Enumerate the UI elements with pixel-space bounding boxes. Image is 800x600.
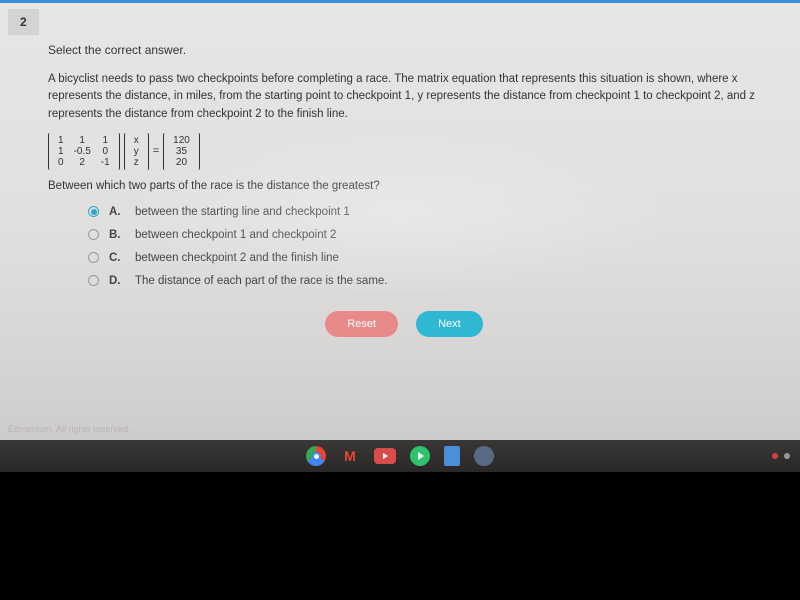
prompt-text: Select the correct answer.	[48, 43, 760, 57]
sub-question: Between which two parts of the race is t…	[48, 180, 760, 192]
answer-option[interactable]: B. between checkpoint 1 and checkpoint 2	[88, 229, 760, 241]
docs-icon[interactable]	[444, 446, 460, 466]
chat-icon[interactable]	[474, 446, 494, 466]
option-label: B.	[109, 229, 125, 241]
radio-icon[interactable]	[88, 275, 99, 286]
play-icon[interactable]	[410, 446, 430, 466]
answer-option[interactable]: C. between checkpoint 2 and the finish li…	[88, 252, 760, 264]
equals-sign: =	[153, 145, 159, 157]
option-text: between checkpoint 2 and the finish line	[135, 252, 339, 264]
question-body: A bicyclist needs to pass two checkpoint…	[48, 71, 760, 123]
option-text: The distance of each part of the race is…	[135, 275, 388, 287]
radio-icon[interactable]	[88, 229, 99, 240]
taskbar-right	[772, 453, 790, 459]
radio-icon[interactable]	[88, 252, 99, 263]
answer-option[interactable]: A. between the starting line and checkpoi…	[88, 206, 760, 218]
matrix-a: 1111-0.5002-1	[48, 133, 120, 170]
gmail-icon[interactable]: M	[340, 446, 360, 466]
status-dot	[772, 453, 778, 459]
radio-icon[interactable]	[88, 206, 99, 217]
taskbar: M	[0, 440, 800, 472]
option-label: A.	[109, 206, 125, 218]
reset-button[interactable]: Reset	[325, 311, 398, 337]
question-number: 2	[8, 9, 39, 35]
option-text: between the starting line and checkpoint…	[135, 206, 350, 218]
next-button[interactable]: Next	[416, 311, 483, 337]
footer-copyright: Edmentum. All rights reserved.	[8, 424, 131, 434]
option-text: between checkpoint 1 and checkpoint 2	[135, 229, 336, 241]
action-buttons: Reset Next	[48, 311, 760, 337]
youtube-icon[interactable]	[374, 448, 396, 464]
quiz-screen: 2 Select the correct answer. A bicyclist…	[0, 0, 800, 440]
matrix-vars: xyz	[124, 133, 149, 170]
matrix-equation: 1111-0.5002-1 xyz = 1203520	[48, 133, 760, 170]
answer-options: A. between the starting line and checkpoi…	[88, 206, 760, 287]
question-content: Select the correct answer. A bicyclist n…	[0, 3, 800, 337]
status-dot	[784, 453, 790, 459]
option-label: D.	[109, 275, 125, 287]
chrome-icon[interactable]	[306, 446, 326, 466]
option-label: C.	[109, 252, 125, 264]
matrix-b: 1203520	[163, 133, 200, 170]
answer-option[interactable]: D. The distance of each part of the race …	[88, 275, 760, 287]
